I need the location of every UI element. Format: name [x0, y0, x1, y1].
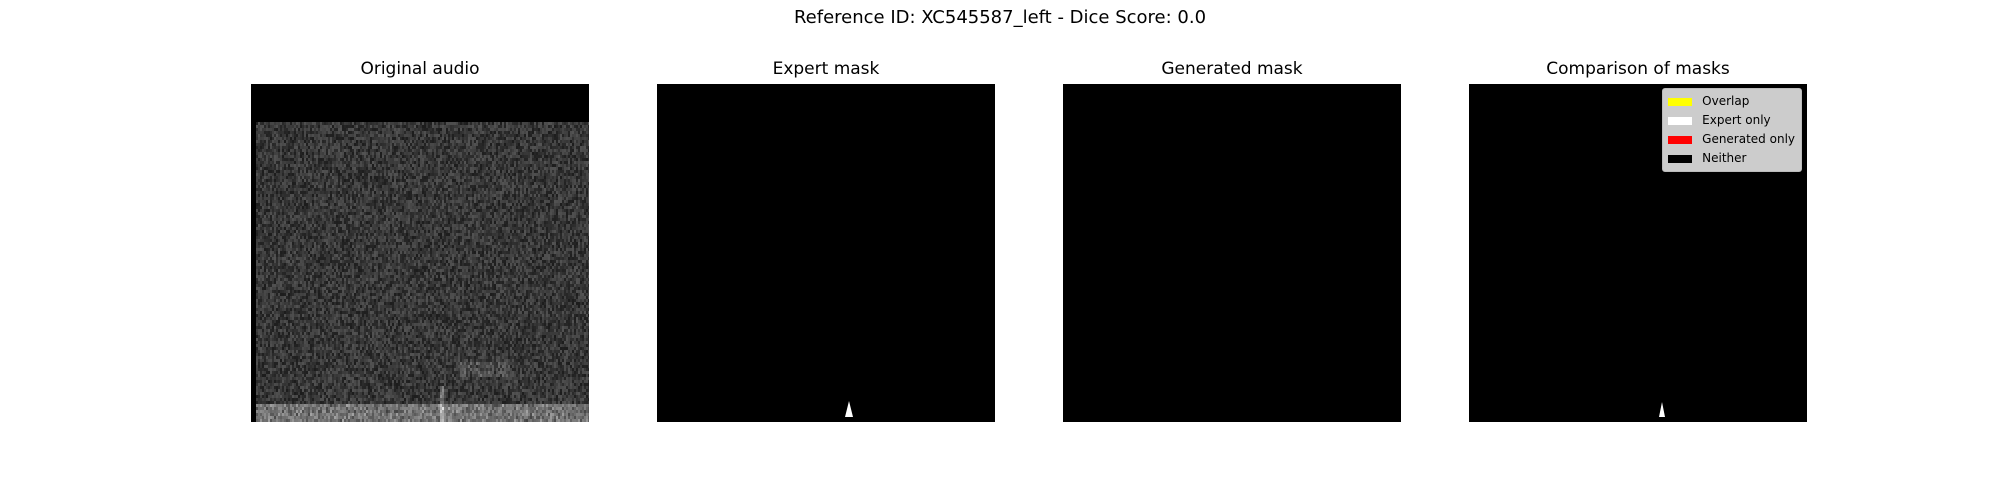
expert-mask-plot: [845, 401, 853, 417]
figure-title: Reference ID: XC545587_left - Dice Score…: [793, 7, 1207, 28]
legend-label: Expert only: [1702, 113, 1771, 127]
panel-title: Generated mask: [1161, 59, 1303, 79]
legend-label: Neither: [1702, 151, 1747, 165]
comparison-plot: [1659, 402, 1665, 417]
panel-title: Expert mask: [772, 59, 880, 79]
panel-title: Comparison of masks: [1546, 59, 1730, 79]
panel-original-audio: Original audio: [251, 58, 589, 422]
legend-item-neither: Neither: [1668, 149, 1795, 168]
legend-item-generated-only: Generated only: [1668, 130, 1795, 149]
generated-mask-image: [1063, 84, 1401, 422]
expert-mask-region: [845, 401, 853, 417]
legend: Overlap Expert only Generated only Neith…: [1662, 88, 1802, 172]
legend-item-overlap: Overlap: [1668, 92, 1795, 111]
legend-swatch: [1668, 116, 1693, 125]
legend-swatch: [1668, 135, 1693, 144]
legend-swatch: [1668, 154, 1693, 163]
comparison-image: Overlap Expert only Generated only Neith…: [1469, 84, 1807, 422]
spectrogram-plot: [256, 122, 589, 422]
legend-label: Generated only: [1702, 132, 1795, 146]
legend-label: Overlap: [1702, 94, 1750, 108]
spectrogram-image: [251, 84, 589, 422]
panel-title: Original audio: [360, 59, 480, 79]
legend-item-expert-only: Expert only: [1668, 111, 1795, 130]
expert-only-region: [1659, 402, 1665, 417]
expert-mask-image: [657, 84, 995, 422]
legend-swatch: [1668, 97, 1693, 106]
panel-expert-mask: Expert mask: [657, 58, 995, 422]
panel-generated-mask: Generated mask: [1063, 58, 1401, 422]
panel-comparison: Comparison of masks Overlap Expert only …: [1469, 58, 1807, 422]
